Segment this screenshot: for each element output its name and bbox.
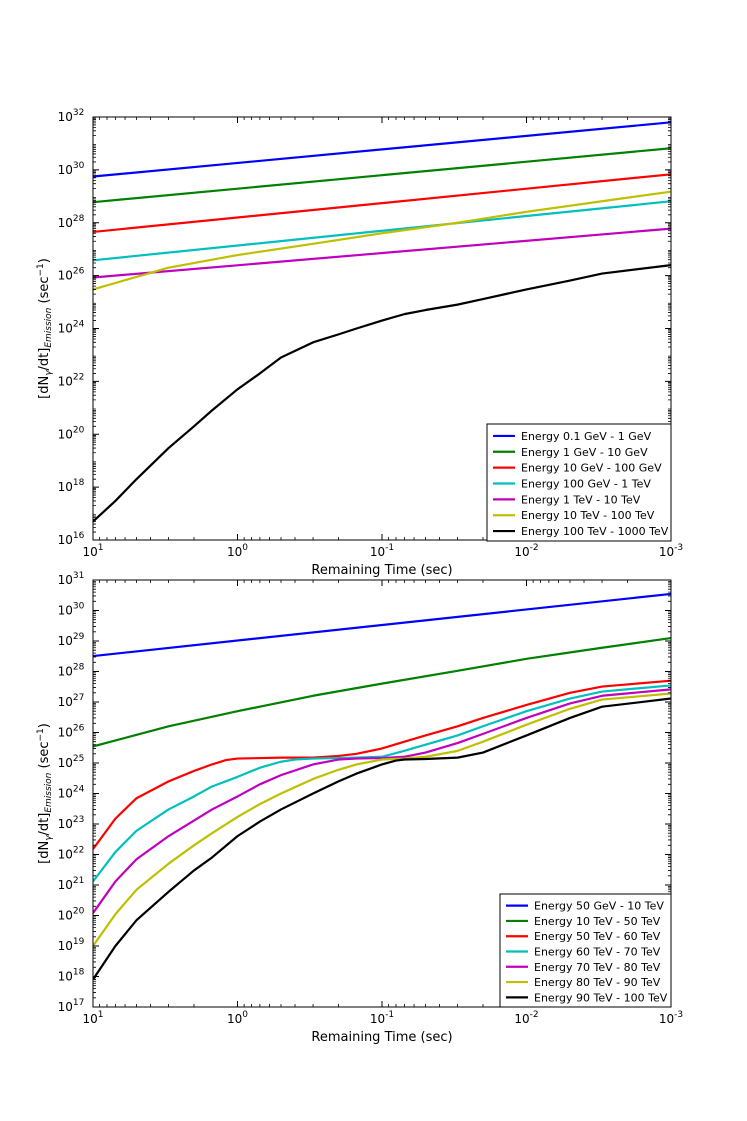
x-tick-label: 10-3 <box>659 543 683 559</box>
legend-label: Energy 100 TeV - 1000 TeV <box>521 525 669 538</box>
series-line-1 <box>93 121 671 178</box>
y-tick-label: 1019 <box>58 937 85 953</box>
y-tick-label: 1026 <box>58 267 85 283</box>
y-tick-label: 1020 <box>58 907 85 923</box>
y-tick-label: 1018 <box>58 968 85 984</box>
legend: Energy 50 GeV - 10 TeV Energy 10 TeV - 50… <box>499 893 672 1008</box>
y-tick-label: 1017 <box>58 998 85 1014</box>
series-line-4 <box>93 684 671 883</box>
legend-label: Energy 70 TeV - 80 TeV <box>534 961 661 974</box>
x-tick-label: 101 <box>82 1010 103 1026</box>
y-tick-label: 1022 <box>58 846 85 862</box>
y-tick-label: 1030 <box>58 602 85 618</box>
y-tick-label: 1016 <box>58 531 85 547</box>
series-line-7 <box>93 697 671 981</box>
x-tick-label: 101 <box>82 543 103 559</box>
series-line-6 <box>93 190 671 291</box>
legend-label: Energy 10 TeV - 100 TeV <box>521 509 655 522</box>
y-tick-label: 1026 <box>58 724 85 740</box>
series-line-3 <box>93 679 671 850</box>
y-axis-label: [dNγ/dt]Emission (sec−1) <box>36 723 54 864</box>
legend-label: Energy 100 GeV - 1 TeV <box>521 478 651 491</box>
series-line-1 <box>93 592 671 658</box>
x-axis-label: Remaining Time (sec) <box>311 563 452 578</box>
legend-label: Energy 1 TeV - 10 TeV <box>521 493 641 506</box>
series-line-6 <box>93 692 671 947</box>
y-tick-label: 1024 <box>58 785 85 801</box>
x-tick-label: 10-2 <box>514 1010 538 1026</box>
series-line-5 <box>93 227 671 279</box>
y-tick-label: 1022 <box>58 372 85 388</box>
x-tick-label: 10-3 <box>659 1010 683 1026</box>
y-tick-label: 1032 <box>58 108 85 124</box>
y-tick-label: 1031 <box>58 571 85 587</box>
y-tick-label: 1030 <box>58 161 85 177</box>
series-line-3 <box>93 173 671 234</box>
legend-box <box>499 893 672 1008</box>
legend-label: Energy 50 TeV - 60 TeV <box>534 930 661 943</box>
legend-label: Energy 60 TeV - 70 TeV <box>534 946 661 959</box>
series-line-4 <box>93 200 671 262</box>
x-tick-label: 10-1 <box>370 543 394 559</box>
legend: Energy 0.1 GeV - 1 GeV Energy 1 GeV - 10 … <box>486 423 672 542</box>
y-tick-label: 1029 <box>58 632 85 648</box>
x-tick-label: 10-2 <box>514 543 538 559</box>
x-tick-label: 100 <box>227 543 248 559</box>
series-line-5 <box>93 688 671 914</box>
y-tick-label: 1025 <box>58 754 85 770</box>
legend-label: Energy 50 GeV - 10 TeV <box>534 900 664 913</box>
y-tick-label: 1028 <box>58 214 85 230</box>
legend-label: Energy 10 TeV - 50 TeV <box>534 915 661 928</box>
y-axis-label: [dNγ/dt]Emission (sec−1) <box>36 258 54 399</box>
series-line-2 <box>93 636 671 748</box>
legend-label: Energy 10 GeV - 100 GeV <box>521 462 662 475</box>
y-tick-label: 1028 <box>58 663 85 679</box>
legend-label: Energy 80 TeV - 90 TeV <box>534 976 661 989</box>
x-tick-label: 10-1 <box>370 1010 394 1026</box>
series-line-2 <box>93 147 671 204</box>
y-tick-label: 1024 <box>58 320 85 336</box>
chart-panel-2: 101 100 10-1 10-2 10-3 1017 1018 1019 1020 1021 10… <box>36 571 683 1045</box>
y-tick-label: 1023 <box>58 815 85 831</box>
y-tick-label: 1027 <box>58 693 85 709</box>
legend-label: Energy 0.1 GeV - 1 GeV <box>521 430 652 443</box>
y-tick-label: 1020 <box>58 425 85 441</box>
legend-label: Energy 90 TeV - 100 TeV <box>534 991 668 1004</box>
y-tick-label: 1021 <box>58 876 85 892</box>
x-axis-label: Remaining Time (sec) <box>311 1030 452 1045</box>
legend-label: Energy 1 GeV - 10 GeV <box>521 446 648 459</box>
x-tick-label: 100 <box>227 1010 248 1026</box>
y-tick-label: 1018 <box>58 478 85 494</box>
legend-box <box>486 423 672 542</box>
chart-panel-1: 101 100 10-1 10-2 10-3 1016 1018 1020 1022 1024 10… <box>36 108 683 578</box>
series-line-7 <box>93 264 671 523</box>
